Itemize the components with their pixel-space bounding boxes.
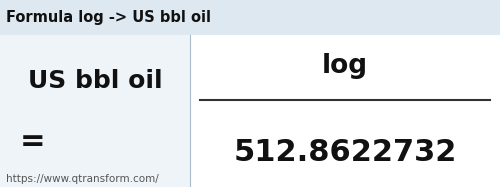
- Text: Formula log -> US bbl oil: Formula log -> US bbl oil: [6, 10, 211, 25]
- Bar: [190, 35, 500, 187]
- Bar: [0, 0, 500, 35]
- Text: log: log: [322, 53, 368, 79]
- Text: =: =: [20, 127, 46, 156]
- Text: 512.8622732: 512.8622732: [234, 138, 456, 167]
- Text: US bbl oil: US bbl oil: [28, 69, 162, 93]
- Text: https://www.qtransform.com/: https://www.qtransform.com/: [6, 174, 159, 184]
